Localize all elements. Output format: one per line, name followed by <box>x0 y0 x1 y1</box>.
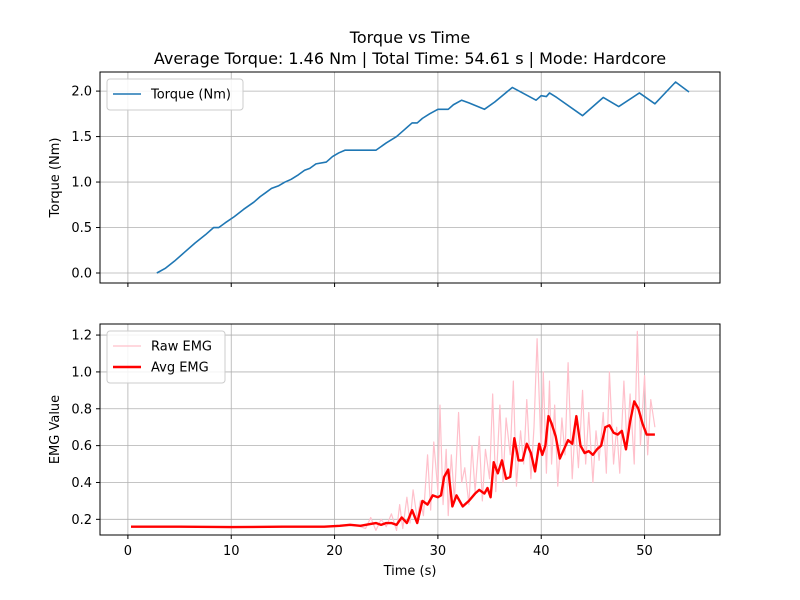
emg-ytick-label-1: 0.4 <box>71 476 92 491</box>
emg-xlabel: Time (s) <box>383 564 437 579</box>
emg-ytick-label-2: 0.6 <box>71 439 92 454</box>
chart-title: Torque vs Time <box>349 28 470 47</box>
emg-xtick-label-1: 10 <box>223 544 240 559</box>
emg-xtick-label-5: 50 <box>636 544 653 559</box>
emg-ytick-label-3: 0.8 <box>71 402 92 417</box>
torque-ytick-label-0: 0.0 <box>71 266 92 281</box>
emg-legend-label-avg-emg: Avg EMG <box>151 361 209 376</box>
emg-series-avg-emg <box>131 400 655 529</box>
emg-xtick-label-3: 30 <box>430 544 447 559</box>
emg-ytick-label-4: 1.0 <box>71 365 92 380</box>
emg-ylabel: EMG Value <box>48 395 63 464</box>
torque-ytick-label-1: 0.5 <box>71 221 92 236</box>
torque-legend-label-torque-nm: Torque (Nm) <box>150 88 231 103</box>
emg-xtick-label-0: 0 <box>124 544 132 559</box>
torque-legend-box <box>106 78 244 111</box>
emg-ytick-label-5: 1.2 <box>71 329 92 344</box>
torque-ytick-label-3: 1.5 <box>71 130 92 145</box>
emg-series-raw-emg <box>131 330 656 531</box>
chart-subtitle: Average Torque: 1.46 Nm | Total Time: 54… <box>154 49 666 68</box>
emg-legend-label-raw-emg: Raw EMG <box>151 340 212 355</box>
emg-axes-frame <box>99 323 721 536</box>
torque-ytick-label-2: 1.0 <box>71 176 92 191</box>
emg-xtick-label-4: 40 <box>533 544 550 559</box>
emg-axes: 0 10 20 30 40 50 0.2 0.4 0.6 0.8 1.0 1.2 EMG Value Ti… <box>48 323 721 579</box>
torque-ylabel: Torque (Nm) <box>48 138 63 219</box>
emg-ytick-label-0: 0.2 <box>71 513 92 528</box>
torque-axes: 0.0 0.5 1.0 1.5 2.0 Torque (Nm) Torque (Nm) <box>48 71 721 287</box>
emg-legend-box <box>106 330 226 384</box>
torque-ytick-label-4: 2.0 <box>71 85 92 100</box>
emg-xtick-label-2: 20 <box>326 544 343 559</box>
torque-series-torque-nm <box>156 81 690 274</box>
torque-axes-frame <box>99 71 721 284</box>
